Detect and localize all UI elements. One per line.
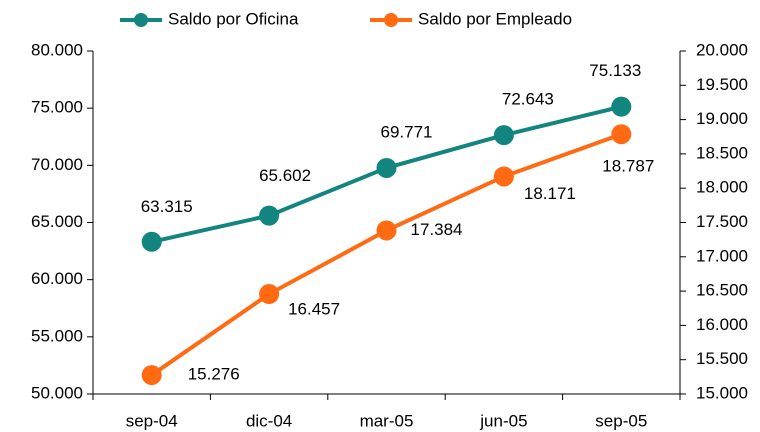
legend-marker (384, 13, 398, 27)
y2-tick-label: 16.000 (696, 315, 748, 334)
point (141, 231, 162, 252)
data-label: 69.771 (381, 122, 433, 141)
y-tick-label: 50.000 (31, 383, 83, 402)
data-label: 18.171 (524, 184, 576, 203)
y-tick-label: 75.000 (31, 98, 83, 117)
y-tick-label: 65.000 (31, 212, 83, 231)
point (611, 124, 632, 145)
point (376, 157, 397, 178)
y2-tick-label: 15.000 (696, 383, 748, 402)
point (493, 125, 514, 146)
data-label: 72.643 (502, 90, 554, 109)
y2-tick-label: 18.500 (696, 143, 748, 162)
data-label: 18.787 (602, 157, 654, 176)
y2-tick-label: 19.500 (696, 75, 748, 94)
x-tick-label: sep-05 (595, 411, 647, 430)
y2-tick-label: 17.000 (696, 246, 748, 265)
y-tick-label: 80.000 (31, 40, 83, 59)
x-tick-label: jun-05 (479, 411, 527, 430)
y2-tick-label: 18.000 (696, 178, 748, 197)
data-label: 16.457 (288, 300, 340, 319)
legend-label: Saldo por Empleado (418, 9, 572, 28)
legend-marker (134, 13, 148, 27)
data-label: 17.384 (411, 220, 463, 239)
y-tick-label: 55.000 (31, 326, 83, 345)
legend-label: Saldo por Oficina (168, 9, 299, 28)
x-tick-label: dic-04 (246, 411, 292, 430)
point (259, 284, 280, 305)
y2-tick-label: 20.000 (696, 40, 748, 59)
y2-tick-label: 16.500 (696, 281, 748, 300)
point (611, 96, 632, 117)
data-label: 63.315 (141, 197, 193, 216)
y-tick-label: 70.000 (31, 155, 83, 174)
point (493, 166, 514, 187)
point (141, 365, 162, 386)
y2-tick-label: 19.000 (696, 109, 748, 128)
data-label: 65.602 (259, 166, 311, 185)
point (259, 205, 280, 226)
y2-tick-label: 17.500 (696, 212, 748, 231)
data-label: 75.133 (589, 61, 641, 80)
data-label: 15.276 (188, 365, 240, 384)
y2-tick-label: 15.500 (696, 349, 748, 368)
y-tick-label: 60.000 (31, 269, 83, 288)
x-tick-label: mar-05 (360, 411, 414, 430)
point (376, 220, 397, 241)
x-tick-label: sep-04 (126, 411, 178, 430)
